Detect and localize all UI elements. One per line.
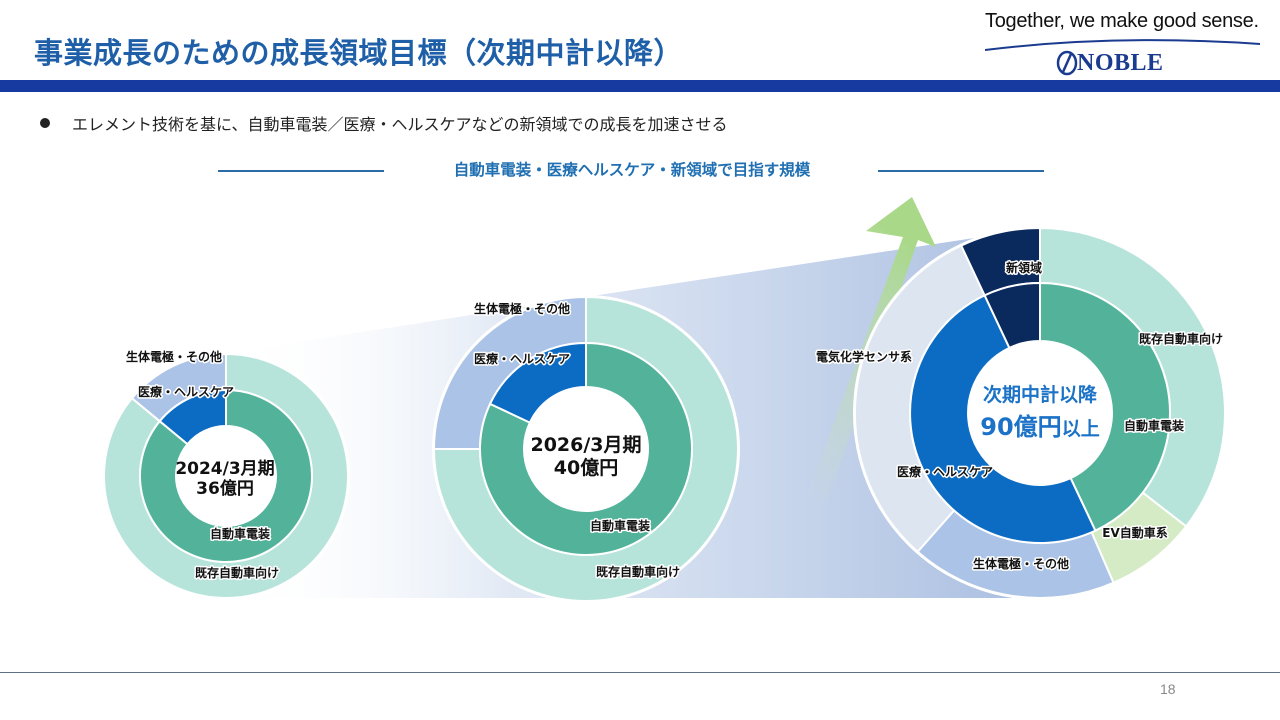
section-line-right [878, 170, 1044, 172]
bullet-item: エレメント技術を基に、自動車電装／医療・ヘルスケアなどの新領域での成長を加速させ… [40, 111, 728, 135]
segment-label-medical-healthcare: 医療・ヘルスケア [897, 464, 993, 479]
segment-label-medical-healthcare: 医療・ヘルスケア [138, 384, 234, 399]
center-period-2024: 2024/3月期 [175, 459, 275, 479]
inner-segment-auto-electronics [139, 388, 313, 563]
donut-chart-1 [432, 295, 740, 603]
section-line-left [218, 170, 384, 172]
page-number: 18 [1160, 681, 1176, 697]
company-tagline: Together, we make good sense. [985, 10, 1259, 32]
bullet-text: エレメント技術を基に、自動車電装／医療・ヘルスケアなどの新領域での成長を加速させ… [72, 115, 728, 134]
segment-label-auto-electronics: 自動車電装 [210, 526, 270, 541]
center-label-next: 次期中計以降 90億円以上 [960, 380, 1120, 442]
page-title: 事業成長のための成長領域目標（次期中計以降） [34, 36, 684, 70]
segment-label-auto-electronics: 自動車電装 [1124, 418, 1184, 433]
segment-label-bio-electrode-other: 生体電極・その他 [474, 301, 570, 316]
segment-label-bio-electrode-other: 生体電極・その他 [973, 556, 1069, 571]
segment-label-medical-healthcare: 医療・ヘルスケア [474, 351, 570, 366]
segment-label-bio-electrode-other: 生体電極・その他 [126, 349, 222, 364]
donut-chart-2 [853, 226, 1227, 600]
inner-segment-new-field [983, 281, 1041, 350]
company-logo: NOBLE [985, 36, 1260, 76]
title-bar [0, 80, 1280, 92]
center-period-next: 次期中計以降 [982, 384, 1097, 406]
center-period-2026: 2026/3月期 [530, 434, 642, 456]
section-title: 自動車電装・医療ヘルスケア・新領域で目指す規模 [453, 161, 811, 179]
center-label-2024: 2024/3月期 36億円 [165, 459, 285, 500]
inner-segment-medical-healthcare [909, 294, 1097, 544]
logo-text: NOBLE [1077, 50, 1164, 76]
logo-swoosh-icon [985, 39, 1260, 76]
segment-label-existing-auto: 既存自動車向け [596, 564, 680, 579]
center-value-next: 90億円 [980, 413, 1062, 441]
segment-label-ev-auto: EV自動車系 [1102, 525, 1168, 540]
inner-segment-auto-electronics [479, 341, 693, 556]
inner-segment-auto-electronics [1039, 281, 1171, 532]
segment-label-existing-auto: 既存自動車向け [1139, 331, 1223, 346]
segment-label-auto-electronics: 自動車電装 [590, 518, 650, 533]
footer-line [0, 672, 1280, 673]
inner-segment-medical-healthcare [158, 388, 227, 446]
inner-segment-medical-healthcare [488, 341, 587, 424]
bullet-dot-icon [40, 118, 50, 128]
center-value-2026: 40億円 [553, 456, 619, 479]
donut-chart-0 [102, 352, 350, 600]
center-suffix-next: 以上 [1061, 418, 1100, 440]
segment-label-electrochemical-sensor: 電気化学センサ系 [816, 349, 912, 364]
segment-label-existing-auto: 既存自動車向け [195, 565, 279, 580]
segment-label-new-field: 新領域 [1006, 260, 1042, 275]
center-label-2026: 2026/3月期 40億円 [516, 434, 656, 480]
center-value-2024: 36億円 [196, 479, 254, 500]
